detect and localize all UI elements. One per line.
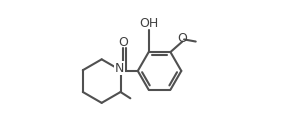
Text: N: N: [115, 62, 124, 75]
Text: OH: OH: [139, 17, 158, 30]
Text: O: O: [178, 32, 187, 44]
Text: O: O: [118, 36, 128, 49]
